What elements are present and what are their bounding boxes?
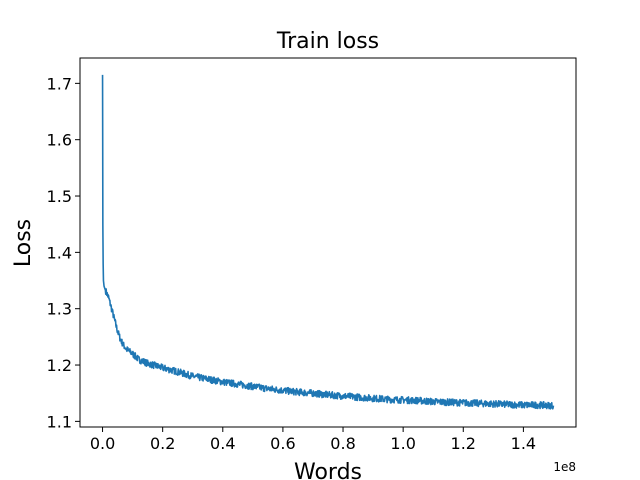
y-tick-label: 1.6: [47, 131, 72, 150]
x-tick-label: 0.8: [330, 434, 355, 453]
x-axis: 0.0 0.2 0.4 0.6 0.8 1.0 1.2 1.4: [90, 427, 536, 453]
y-tick-label: 1.2: [47, 356, 72, 375]
y-tick-label: 1.4: [47, 243, 72, 262]
y-tick-label: 1.3: [47, 300, 72, 319]
y-tick-label: 1.7: [47, 74, 72, 93]
chart-title: Train loss: [276, 29, 379, 54]
plot-area: [101, 74, 555, 410]
x-axis-offset-label: 1e8: [553, 460, 576, 474]
x-tick-label: 0.6: [270, 434, 295, 453]
x-tick-label: 0.0: [90, 434, 115, 453]
x-tick-label: 1.2: [451, 434, 476, 453]
x-tick-label: 1.4: [511, 434, 536, 453]
x-tick-label: 0.4: [210, 434, 235, 453]
loss-series-line: [101, 74, 555, 410]
y-axis: 1.1 1.2 1.3 1.4 1.5 1.6 1.7: [47, 74, 80, 431]
x-tick-label: 1.0: [390, 434, 415, 453]
y-tick-label: 1.5: [47, 187, 72, 206]
y-axis-label: Loss: [11, 219, 36, 267]
x-tick-label: 0.2: [150, 434, 175, 453]
plot-frame: [79, 57, 577, 428]
y-tick-label: 1.1: [47, 412, 72, 431]
x-axis-label: Words: [294, 460, 362, 480]
